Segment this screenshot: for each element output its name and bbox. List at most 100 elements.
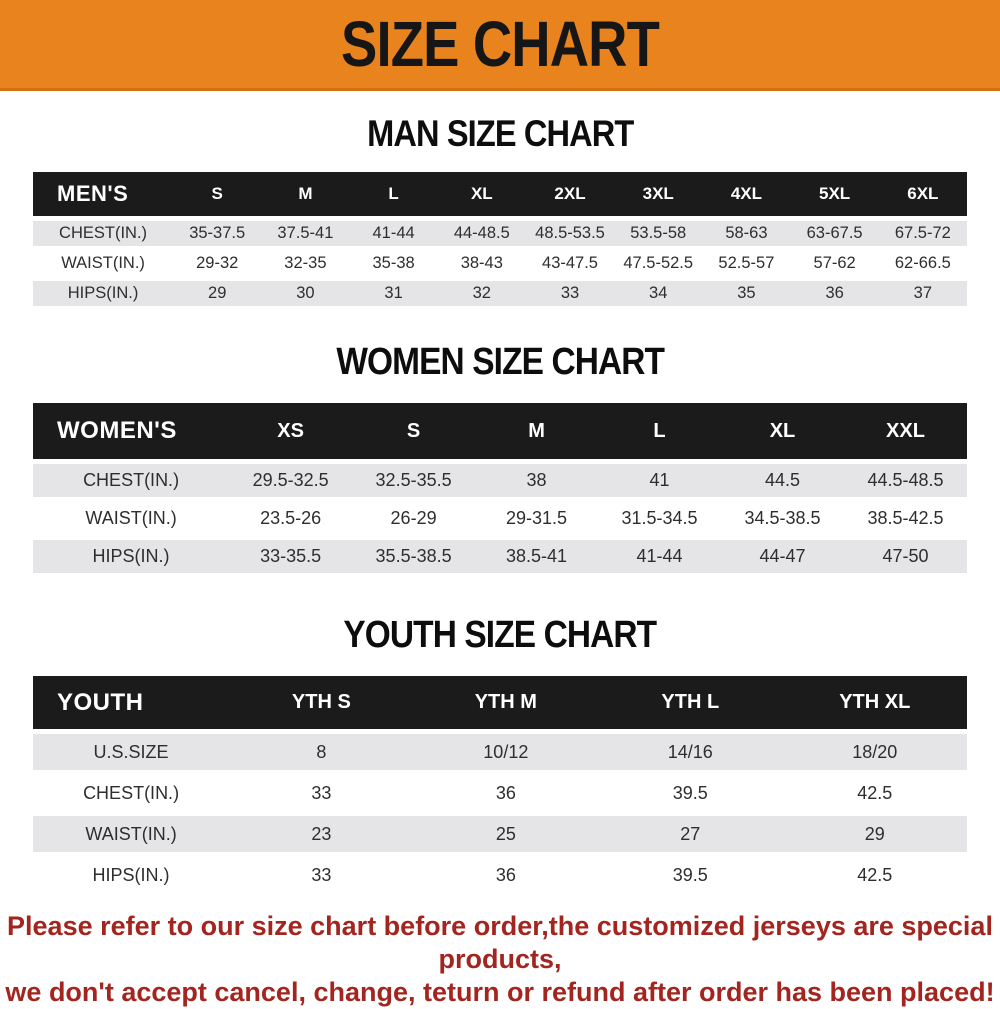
- value-cell: 44.5-48.5: [843, 464, 967, 497]
- table-row: WAIST(IN.) 23 25 27 29: [33, 816, 967, 852]
- value-cell: 67.5-72: [878, 221, 967, 246]
- value-cell: 58-63: [702, 221, 791, 246]
- row-label-cell: WAIST(IN.): [33, 502, 230, 535]
- value-cell: 37: [878, 281, 967, 306]
- value-cell: 44.5: [721, 464, 844, 497]
- row-label-cell: CHEST(IN.): [33, 775, 230, 811]
- value-cell: 42.5: [782, 857, 967, 893]
- table-row: CHEST(IN.) 35-37.5 37.5-41 41-44 44-48.5 48.5…: [33, 221, 967, 246]
- size-header-cell: S: [352, 403, 476, 459]
- size-header-cell: M: [261, 172, 350, 216]
- value-cell: 39.5: [598, 857, 783, 893]
- youth-size-table: YOUTH YTH S YTH M YTH L YTH XL U.S.SIZE 8 10/12…: [33, 671, 967, 898]
- value-cell: 44-48.5: [437, 221, 526, 246]
- size-header-cell: 4XL: [702, 172, 791, 216]
- disclaimer-line-2: we don't accept cancel, change, teturn o…: [5, 976, 995, 1007]
- value-cell: 39.5: [598, 775, 783, 811]
- men-section-heading: MAN SIZE CHART: [0, 113, 1000, 155]
- women-size-table: WOMEN'S XS S M L XL XXL CHEST(IN.) 29.5-32.5 32.5…: [33, 398, 967, 578]
- value-cell: 36: [413, 775, 599, 811]
- size-header-cell: M: [475, 403, 599, 459]
- value-cell: 31.5-34.5: [598, 502, 721, 535]
- value-cell: 38.5-42.5: [843, 502, 967, 535]
- disclaimer-line-1: Please refer to our size chart before or…: [7, 911, 993, 974]
- row-label-cell: HIPS(IN.): [33, 857, 230, 893]
- value-cell: 34: [614, 281, 703, 306]
- size-chart-banner: SIZE CHART: [0, 0, 1000, 91]
- size-header-cell: 3XL: [614, 172, 703, 216]
- row-label-cell: WAIST(IN.): [33, 816, 230, 852]
- table-row: WAIST(IN.) 29-32 32-35 35-38 38-43 43-47.5 47.…: [33, 251, 967, 276]
- value-cell: 32.5-35.5: [352, 464, 476, 497]
- size-header-cell: YTH L: [598, 676, 783, 729]
- value-cell: 25: [413, 816, 599, 852]
- value-cell: 57-62: [790, 251, 879, 276]
- row-label-cell: CHEST(IN.): [33, 464, 230, 497]
- size-header-cell: L: [598, 403, 721, 459]
- row-label-cell: WAIST(IN.): [33, 251, 174, 276]
- value-cell: 18/20: [782, 734, 967, 770]
- value-cell: 23.5-26: [229, 502, 353, 535]
- value-cell: 62-66.5: [878, 251, 967, 276]
- value-cell: 38: [475, 464, 599, 497]
- youth-section-heading: YOUTH SIZE CHART: [0, 614, 1000, 657]
- value-cell: 32: [437, 281, 526, 306]
- value-cell: 27: [598, 816, 783, 852]
- value-cell: 30: [261, 281, 350, 306]
- value-cell: 35.5-38.5: [352, 540, 476, 573]
- size-header-cell: 6XL: [878, 172, 967, 216]
- table-row: U.S.SIZE 8 10/12 14/16 18/20: [33, 734, 967, 770]
- value-cell: 37.5-41: [261, 221, 350, 246]
- value-cell: 41: [598, 464, 721, 497]
- value-cell: 29.5-32.5: [229, 464, 353, 497]
- size-header-cell: YTH XL: [782, 676, 967, 729]
- value-cell: 14/16: [598, 734, 783, 770]
- men-section-heading-text: MAN SIZE CHART: [366, 113, 634, 154]
- table-row: CHEST(IN.) 33 36 39.5 42.5: [33, 775, 967, 811]
- header-row: MEN'S S M L XL 2XL 3XL 4XL 5XL 6XL: [33, 172, 967, 216]
- value-cell: 47.5-52.5: [614, 251, 703, 276]
- value-cell: 34.5-38.5: [721, 502, 844, 535]
- table-row: HIPS(IN.) 29 30 31 32 33 34 35 36 37: [33, 281, 967, 306]
- value-cell: 38-43: [437, 251, 526, 276]
- size-header-cell: S: [173, 172, 262, 216]
- size-header-cell: L: [349, 172, 438, 216]
- value-cell: 41-44: [349, 221, 438, 246]
- table-row: CHEST(IN.) 29.5-32.5 32.5-35.5 38 41 44.5 44.5…: [33, 464, 967, 497]
- women-section-heading-text: WOMEN SIZE CHART: [336, 341, 665, 383]
- table-row: WAIST(IN.) 23.5-26 26-29 29-31.5 31.5-34.5 34…: [33, 502, 967, 535]
- banner-title: SIZE CHART: [341, 8, 660, 80]
- header-row: WOMEN'S XS S M L XL XXL: [33, 403, 967, 459]
- size-header-cell: 5XL: [790, 172, 879, 216]
- value-cell: 36: [790, 281, 879, 306]
- value-cell: 33: [229, 857, 414, 893]
- value-cell: 33: [229, 775, 414, 811]
- size-header-cell: XS: [229, 403, 353, 459]
- table-title-cell: WOMEN'S: [33, 403, 230, 459]
- value-cell: 52.5-57: [702, 251, 791, 276]
- value-cell: 48.5-53.5: [525, 221, 615, 246]
- value-cell: 33: [525, 281, 615, 306]
- value-cell: 38.5-41: [475, 540, 599, 573]
- value-cell: 63-67.5: [790, 221, 879, 246]
- value-cell: 29: [173, 281, 262, 306]
- women-section-heading: WOMEN SIZE CHART: [0, 341, 1000, 384]
- value-cell: 42.5: [782, 775, 967, 811]
- table-title-cell: MEN'S: [33, 172, 174, 216]
- table-title-cell: YOUTH: [33, 676, 230, 729]
- order-disclaimer-note: Please refer to our size chart before or…: [0, 910, 1000, 1009]
- header-row: YOUTH YTH S YTH M YTH L YTH XL: [33, 676, 967, 729]
- value-cell: 47-50: [843, 540, 967, 573]
- size-header-cell: XL: [437, 172, 526, 216]
- value-cell: 26-29: [352, 502, 476, 535]
- men-size-table: MEN'S S M L XL 2XL 3XL 4XL 5XL 6XL CHEST(IN.) 35-37…: [33, 167, 967, 311]
- value-cell: 31: [349, 281, 438, 306]
- table-row: HIPS(IN.) 33 36 39.5 42.5: [33, 857, 967, 893]
- youth-section-heading-text: YOUTH SIZE CHART: [343, 614, 658, 656]
- value-cell: 44-47: [721, 540, 844, 573]
- value-cell: 32-35: [261, 251, 350, 276]
- row-label-cell: HIPS(IN.): [33, 281, 174, 306]
- value-cell: 29: [782, 816, 967, 852]
- value-cell: 10/12: [413, 734, 599, 770]
- value-cell: 35: [702, 281, 791, 306]
